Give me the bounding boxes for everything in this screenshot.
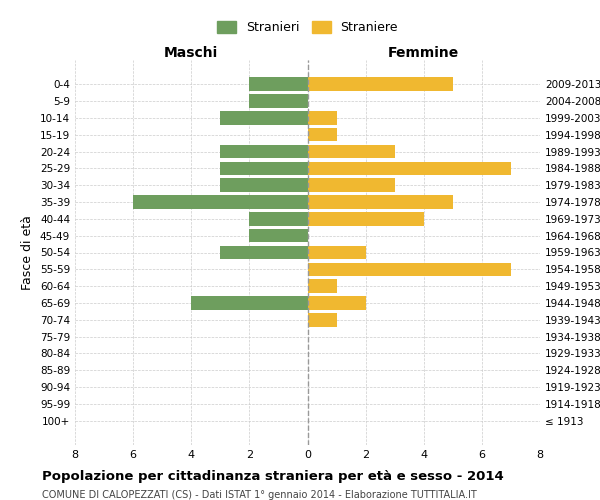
Bar — [308, 162, 511, 175]
Bar — [133, 196, 308, 209]
Bar — [308, 178, 395, 192]
Bar — [220, 111, 308, 124]
Bar — [220, 162, 308, 175]
Bar — [220, 246, 308, 259]
Text: Maschi: Maschi — [164, 46, 218, 60]
Bar — [308, 313, 337, 326]
Bar — [250, 94, 308, 108]
Bar — [250, 229, 308, 242]
Bar — [308, 212, 424, 226]
Bar — [220, 178, 308, 192]
Bar — [220, 145, 308, 158]
Bar — [191, 296, 308, 310]
Bar — [308, 262, 511, 276]
Legend: Stranieri, Straniere: Stranieri, Straniere — [212, 16, 403, 39]
Bar — [308, 111, 337, 124]
Bar — [308, 296, 365, 310]
Bar — [250, 212, 308, 226]
Text: Popolazione per cittadinanza straniera per età e sesso - 2014: Popolazione per cittadinanza straniera p… — [42, 470, 504, 483]
Bar — [308, 145, 395, 158]
Bar — [308, 78, 453, 91]
Bar — [308, 128, 337, 141]
Text: Femmine: Femmine — [388, 46, 460, 60]
Bar — [308, 196, 453, 209]
Bar — [308, 280, 337, 293]
Text: COMUNE DI CALOPEZZATI (CS) - Dati ISTAT 1° gennaio 2014 - Elaborazione TUTTITALI: COMUNE DI CALOPEZZATI (CS) - Dati ISTAT … — [42, 490, 477, 500]
Bar — [308, 246, 365, 259]
Y-axis label: Fasce di età: Fasce di età — [22, 215, 34, 290]
Bar — [250, 78, 308, 91]
